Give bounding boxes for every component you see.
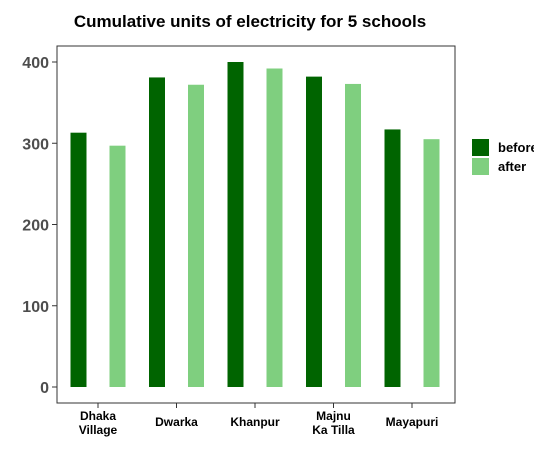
x-tick-label: Dwarka bbox=[155, 415, 198, 429]
bar-before-0 bbox=[70, 132, 87, 387]
legend-label-before: before bbox=[498, 140, 534, 155]
bar-before-2 bbox=[227, 62, 244, 387]
bar-after-2 bbox=[266, 68, 283, 387]
x-tick-label: Majnu Ka Tilla bbox=[312, 409, 355, 437]
x-axis: Dhaka Village Dwarka Khanpur Majnu Ka Tilla Ma… bbox=[79, 403, 439, 437]
bars bbox=[70, 62, 440, 387]
bar-after-3 bbox=[345, 83, 361, 387]
bar-before-1 bbox=[149, 77, 165, 387]
bar-after-4 bbox=[423, 139, 440, 387]
y-tick-label: 0 bbox=[40, 380, 49, 397]
bar-before-3 bbox=[306, 76, 322, 387]
y-tick-label: 300 bbox=[22, 136, 49, 153]
x-tick-label: Mayapuri bbox=[386, 415, 439, 429]
bar-after-1 bbox=[188, 84, 204, 387]
legend-key-after bbox=[472, 158, 489, 175]
legend-label-after: after bbox=[498, 159, 526, 174]
x-tick-label: Khanpur bbox=[230, 415, 280, 429]
bar-before-4 bbox=[384, 129, 401, 387]
legend-key-before bbox=[472, 139, 489, 156]
y-axis: 0 100 200 300 400 bbox=[22, 55, 57, 397]
chart-title: Cumulative units of electricity for 5 sc… bbox=[73, 12, 427, 31]
y-tick-label: 100 bbox=[22, 299, 49, 316]
y-tick-label: 200 bbox=[22, 218, 49, 235]
x-tick-label: Dhaka Village bbox=[79, 409, 118, 437]
y-tick-label: 400 bbox=[22, 55, 49, 72]
bar-after-0 bbox=[109, 145, 126, 387]
legend: before after bbox=[472, 139, 534, 175]
